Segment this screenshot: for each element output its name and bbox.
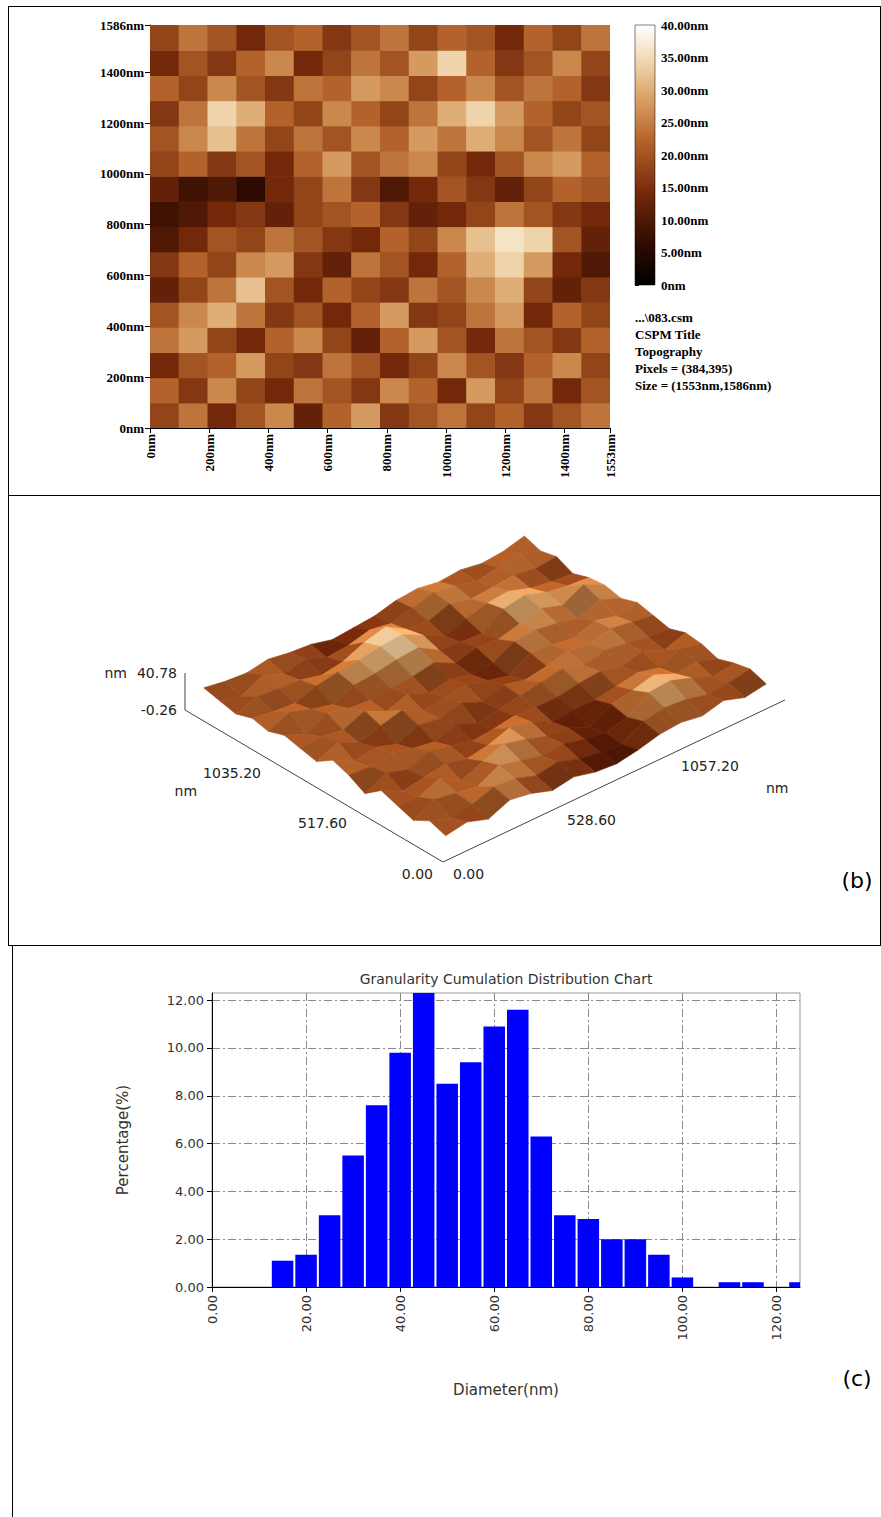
svg-text:4.00: 4.00 bbox=[175, 1184, 204, 1199]
svg-text:2.00: 2.00 bbox=[175, 1232, 204, 1247]
svg-text:Granularity Cumulation Distrib: Granularity Cumulation Distribution Char… bbox=[360, 971, 653, 987]
svg-text:1200nm: 1200nm bbox=[498, 434, 513, 478]
svg-text:0.00: 0.00 bbox=[402, 866, 433, 882]
svg-text:8.00: 8.00 bbox=[175, 1088, 204, 1103]
svg-text:40.00nm: 40.00nm bbox=[661, 18, 708, 33]
svg-text:60.00: 60.00 bbox=[487, 1295, 502, 1332]
svg-text:30.00nm: 30.00nm bbox=[661, 83, 708, 98]
svg-text:600nm: 600nm bbox=[106, 268, 144, 283]
svg-text:-0.26: -0.26 bbox=[141, 702, 177, 718]
svg-text:Diameter(nm): Diameter(nm) bbox=[453, 1381, 559, 1399]
svg-text:Size = (1553nm,1586nm): Size = (1553nm,1586nm) bbox=[635, 378, 771, 393]
svg-text:1057.20: 1057.20 bbox=[681, 758, 739, 774]
svg-text:0.00: 0.00 bbox=[453, 866, 484, 882]
svg-text:20.00nm: 20.00nm bbox=[661, 148, 708, 163]
svg-text:1000nm: 1000nm bbox=[100, 166, 144, 181]
svg-text:0nm: 0nm bbox=[143, 434, 158, 459]
svg-text:Percentage(%): Percentage(%) bbox=[114, 1085, 132, 1195]
svg-text:nm: nm bbox=[175, 783, 198, 799]
svg-text:40.78: 40.78 bbox=[137, 665, 177, 681]
svg-text:0nm: 0nm bbox=[119, 421, 144, 436]
svg-text:1586nm: 1586nm bbox=[100, 18, 144, 33]
svg-text:0nm: 0nm bbox=[661, 278, 686, 293]
svg-text:200nm: 200nm bbox=[106, 370, 144, 385]
svg-text:1400nm: 1400nm bbox=[557, 434, 572, 478]
svg-text:10.00nm: 10.00nm bbox=[661, 213, 708, 228]
svg-text:517.60: 517.60 bbox=[298, 815, 347, 831]
svg-text:800nm: 800nm bbox=[379, 434, 394, 472]
svg-text:1400nm: 1400nm bbox=[100, 65, 144, 80]
svg-text:10.00: 10.00 bbox=[167, 1040, 204, 1055]
svg-text:(b): (b) bbox=[841, 868, 872, 893]
svg-text:0.00: 0.00 bbox=[175, 1280, 204, 1295]
svg-text:1200nm: 1200nm bbox=[100, 116, 144, 131]
svg-text:200nm: 200nm bbox=[202, 434, 217, 472]
svg-text:(c): (c) bbox=[842, 1366, 871, 1391]
svg-text:400nm: 400nm bbox=[106, 319, 144, 334]
svg-text:100.00: 100.00 bbox=[675, 1295, 690, 1341]
svg-text:25.00nm: 25.00nm bbox=[661, 115, 708, 130]
svg-text:15.00nm: 15.00nm bbox=[661, 180, 708, 195]
svg-text:528.60: 528.60 bbox=[567, 812, 616, 828]
svg-text:20.00: 20.00 bbox=[299, 1295, 314, 1332]
svg-text:35.00nm: 35.00nm bbox=[661, 50, 708, 65]
svg-text:nm: nm bbox=[766, 780, 789, 796]
svg-text:5.00nm: 5.00nm bbox=[661, 245, 702, 260]
svg-text:0.00: 0.00 bbox=[205, 1295, 220, 1324]
svg-text:...\083.csm: ...\083.csm bbox=[635, 310, 693, 325]
svg-text:800nm: 800nm bbox=[106, 217, 144, 232]
svg-text:1553nm: 1553nm bbox=[603, 434, 618, 478]
svg-text:nm: nm bbox=[104, 665, 127, 681]
svg-text:Topography: Topography bbox=[635, 344, 703, 359]
svg-text:400nm: 400nm bbox=[261, 434, 276, 472]
svg-text:CSPM Title: CSPM Title bbox=[635, 327, 701, 342]
svg-text:40.00: 40.00 bbox=[393, 1295, 408, 1332]
svg-text:1000nm: 1000nm bbox=[439, 434, 454, 478]
svg-text:80.00: 80.00 bbox=[581, 1295, 596, 1332]
svg-text:6.00: 6.00 bbox=[175, 1136, 204, 1151]
svg-text:120.00: 120.00 bbox=[769, 1295, 784, 1341]
svg-text:Pixels = (384,395): Pixels = (384,395) bbox=[635, 361, 732, 376]
svg-text:600nm: 600nm bbox=[320, 434, 335, 472]
svg-text:1035.20: 1035.20 bbox=[203, 765, 261, 781]
svg-text:12.00: 12.00 bbox=[167, 993, 204, 1008]
